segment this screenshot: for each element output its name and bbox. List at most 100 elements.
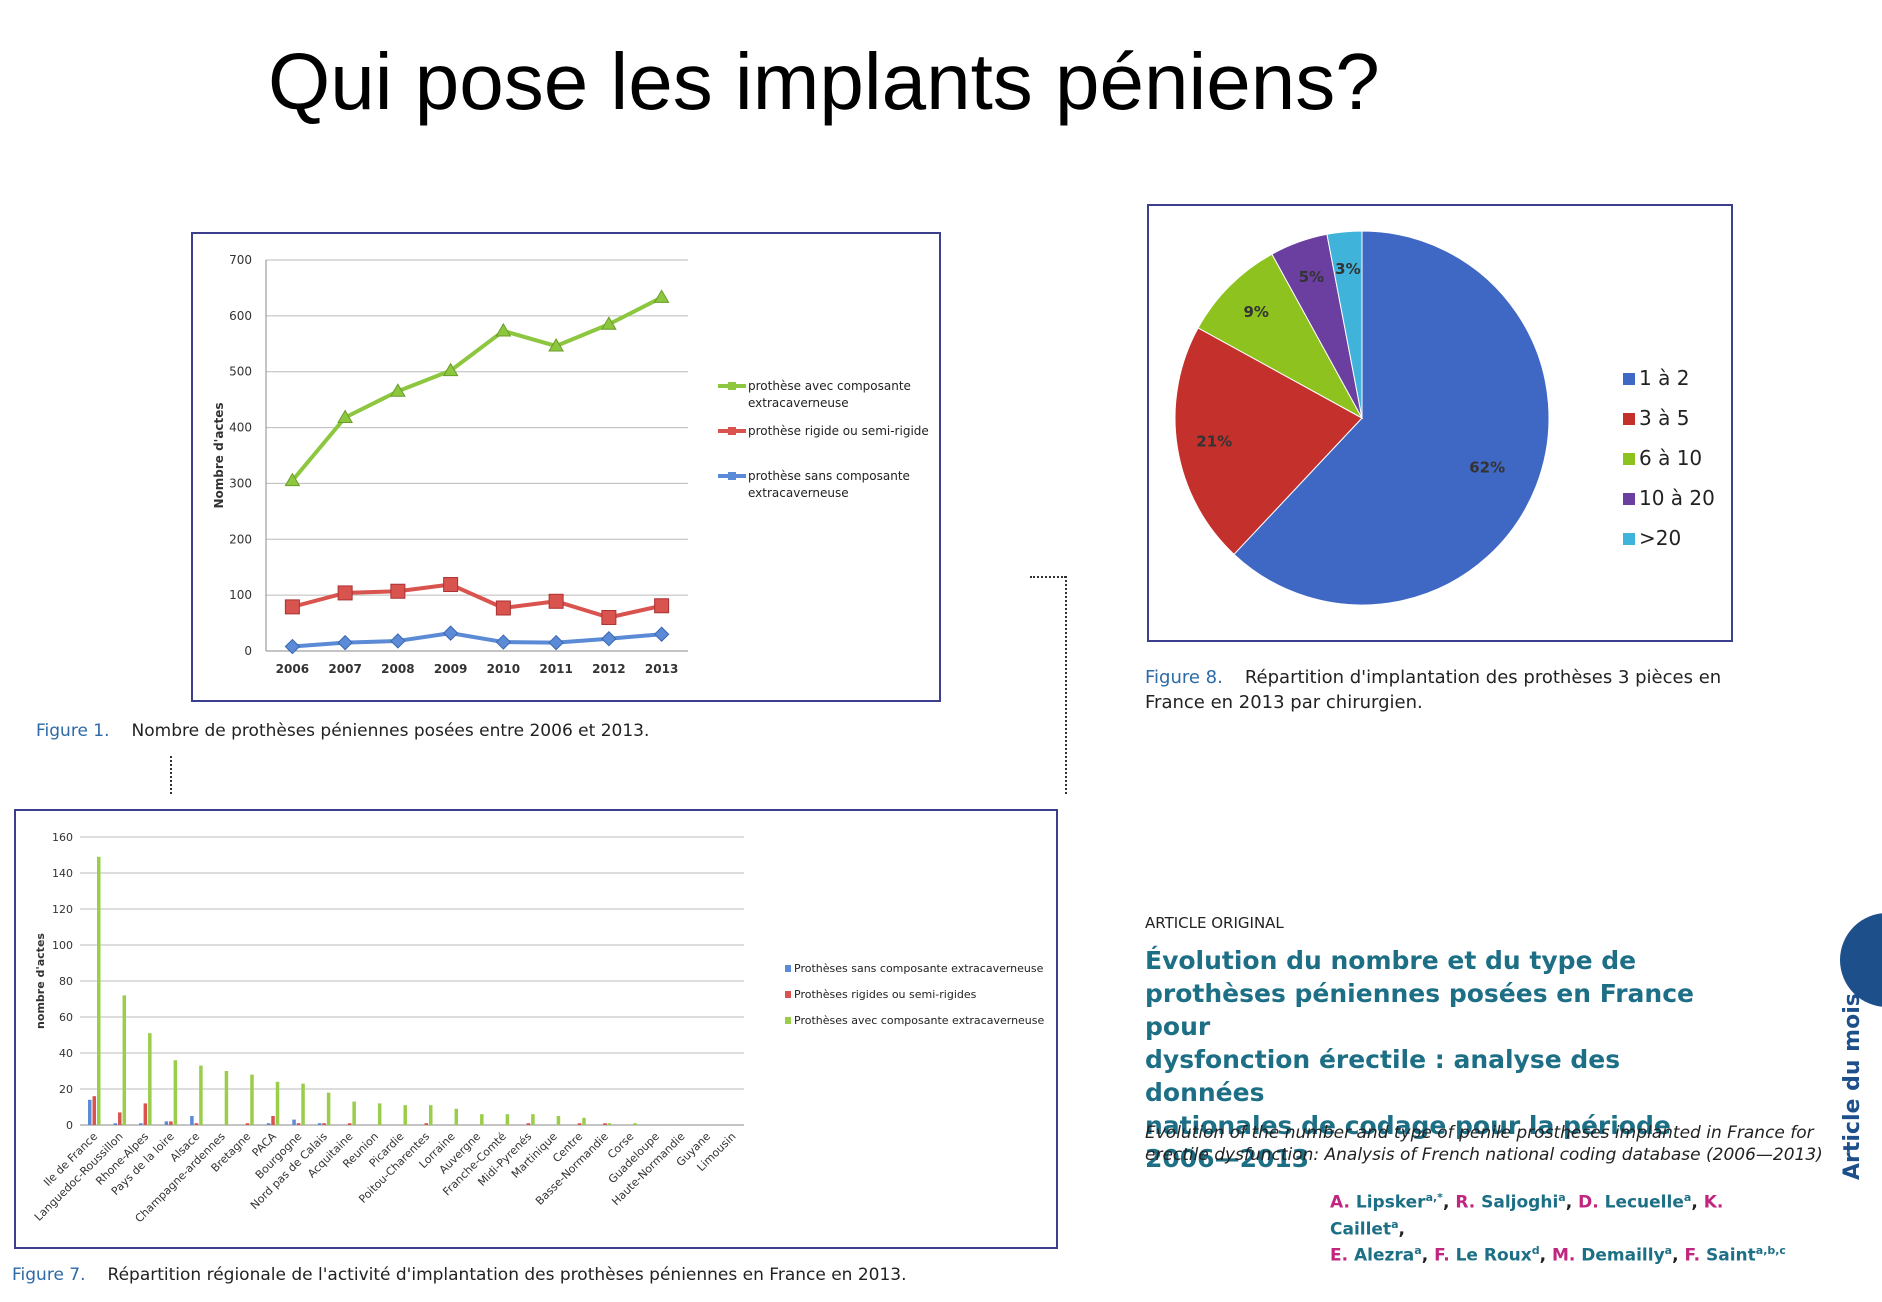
- y-tick-label: 80: [59, 975, 73, 988]
- legend-swatch: [785, 991, 791, 998]
- legend-swatch: [1623, 413, 1635, 425]
- author-name: Saljoghi: [1481, 1192, 1559, 1213]
- legend-marker: [728, 472, 736, 480]
- data-point: [495, 322, 512, 337]
- article-title-line: prothèses péniennes posées en France pou…: [1145, 979, 1694, 1041]
- bar: [190, 1116, 194, 1125]
- authors-line: A. Lipskera,*, R. Saljoghia, D. Lecuelle…: [1330, 1191, 1724, 1240]
- pie-slice: [1174, 327, 1363, 556]
- figure1-caption-label: Figure 1.: [36, 721, 110, 741]
- bar: [352, 1101, 356, 1125]
- bar: [454, 1108, 459, 1125]
- bar: [526, 1123, 531, 1125]
- pie-data-label: 21%: [1196, 432, 1232, 450]
- author-initial: R.: [1455, 1192, 1482, 1213]
- data-point: [548, 593, 564, 609]
- legend-label: extracaverneuse: [748, 396, 849, 410]
- author-initial: F.: [1684, 1245, 1706, 1266]
- bar: [607, 1123, 612, 1125]
- bar: [122, 995, 127, 1125]
- pie-data-label: 3%: [1335, 260, 1360, 278]
- data-point: [442, 362, 459, 377]
- data-point: [284, 638, 301, 655]
- bar: [556, 1116, 561, 1125]
- author-name: Lecuelle: [1604, 1192, 1684, 1213]
- bar: [403, 1105, 407, 1125]
- legend-label: >20: [1639, 526, 1681, 550]
- author-affiliation: d: [1531, 1244, 1540, 1258]
- y-tick-label: 500: [229, 365, 252, 379]
- bar: [347, 1123, 352, 1125]
- bar: [322, 1123, 326, 1125]
- x-tick-label: 2012: [592, 662, 625, 676]
- data-point: [601, 631, 617, 647]
- author-initial: D.: [1578, 1192, 1605, 1213]
- article-subtitle-line: Evolution of the number and type of peni…: [1145, 1123, 1814, 1143]
- bar: [139, 1123, 143, 1125]
- y-tick-label: 120: [52, 903, 73, 916]
- author-affiliation: a: [1664, 1244, 1673, 1258]
- author-name: Demailly: [1581, 1245, 1665, 1266]
- authors-line: E. Alezraa, F. Le Rouxd, M. Demaillya, F…: [1330, 1244, 1786, 1266]
- bar: [301, 1083, 305, 1125]
- bar: [603, 1123, 607, 1125]
- bar: [194, 1123, 199, 1125]
- bar: [199, 1065, 203, 1125]
- article-title-line: 2006—2013: [1145, 1144, 1310, 1173]
- y-tick-label: 600: [229, 309, 252, 323]
- data-point: [495, 634, 512, 650]
- author-name: Caillet: [1330, 1219, 1392, 1240]
- series-line: [290, 295, 663, 482]
- legend-swatch: [1623, 373, 1635, 385]
- x-tick-label: 2011: [539, 662, 572, 676]
- data-point: [284, 472, 301, 487]
- legend-label: 1 à 2: [1639, 366, 1689, 390]
- bar: [224, 1071, 229, 1125]
- article-title: Évolution du nombre et du type de prothè…: [1145, 944, 1745, 1175]
- legend-swatch: [1623, 453, 1635, 465]
- connector-line: [170, 756, 172, 794]
- article-title-line: nationales de codage pour la période: [1145, 1111, 1671, 1140]
- figure7-caption-label: Figure 7.: [12, 1265, 86, 1285]
- x-tick-label: 2007: [328, 662, 361, 676]
- series-line: [292, 631, 662, 649]
- legend-label: Prothèses rigides ou semi-rigides: [794, 988, 977, 1001]
- author-affiliation: a: [1558, 1191, 1566, 1204]
- bar: [275, 1081, 280, 1125]
- legend-label: 10 à 20: [1639, 486, 1715, 510]
- bar: [531, 1114, 535, 1125]
- x-tick-label: 2009: [434, 662, 467, 676]
- author-affiliation: a: [1414, 1244, 1422, 1258]
- author-name: Saint: [1706, 1245, 1756, 1266]
- bar: [271, 1116, 275, 1125]
- x-tick-label: 2008: [381, 662, 414, 676]
- figure1-frame: 0 100 200 300 400 500 600 700 2006 2007 2008 2009 20…: [191, 232, 941, 702]
- author-affiliation: a,*: [1425, 1191, 1443, 1204]
- legend-label: prothèse rigide ou semi-rigide: [748, 424, 929, 438]
- bar: [296, 1123, 301, 1125]
- author-initial: E.: [1330, 1245, 1354, 1266]
- data-point: [337, 409, 353, 424]
- y-tick-label: 300: [229, 476, 252, 490]
- legend-label: prothèse sans composante: [748, 469, 910, 483]
- y-tick-label: 100: [229, 588, 252, 602]
- bar: [164, 1121, 169, 1125]
- bar: [118, 1112, 122, 1125]
- pie-slice: [1233, 230, 1550, 606]
- bar: [148, 1033, 152, 1125]
- y-tick-label: 160: [52, 831, 73, 844]
- x-tick-label: 2006: [276, 662, 309, 676]
- author-initial: K.: [1703, 1192, 1724, 1213]
- author-name: Le Roux: [1455, 1245, 1532, 1266]
- pie-slice: [1197, 253, 1364, 420]
- bar: [266, 1123, 271, 1125]
- data-point: [390, 583, 406, 599]
- bar: [377, 1103, 382, 1125]
- y-tick-label: 140: [52, 867, 73, 880]
- article-subtitle: Evolution of the number and type of peni…: [1145, 1122, 1835, 1166]
- data-point: [337, 634, 353, 651]
- bar: [143, 1103, 148, 1125]
- legend-swatch: [1623, 533, 1635, 545]
- figure7-caption: Figure 7. Répartition régionale de l'acti…: [12, 1265, 907, 1285]
